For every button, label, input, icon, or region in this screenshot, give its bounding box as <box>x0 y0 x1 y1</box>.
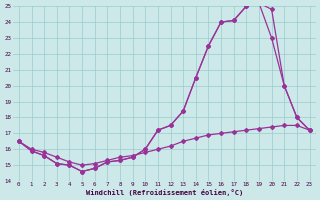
X-axis label: Windchill (Refroidissement éolien,°C): Windchill (Refroidissement éolien,°C) <box>85 189 243 196</box>
